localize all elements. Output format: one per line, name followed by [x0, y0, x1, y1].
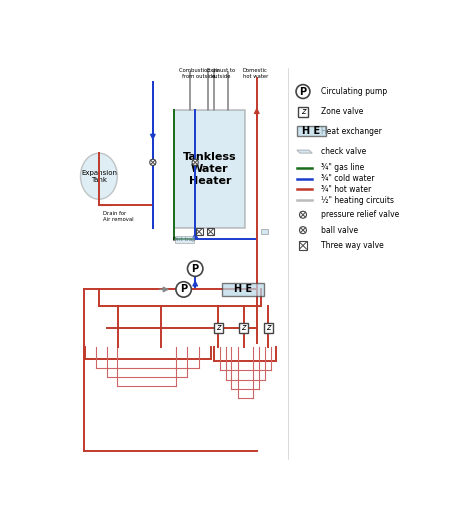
- Text: check valve: check valve: [321, 147, 366, 156]
- Polygon shape: [297, 150, 312, 153]
- Circle shape: [296, 85, 310, 99]
- Bar: [174, 110, 245, 228]
- Bar: [207, 228, 214, 235]
- Text: Domestic
hot water: Domestic hot water: [243, 69, 268, 79]
- Circle shape: [300, 227, 307, 234]
- Bar: [298, 106, 308, 117]
- Ellipse shape: [81, 153, 118, 199]
- Text: P: P: [300, 87, 307, 97]
- Text: Dirt trap: Dirt trap: [173, 237, 196, 242]
- Polygon shape: [261, 229, 268, 234]
- Text: H E: H E: [234, 284, 252, 294]
- Bar: [299, 241, 307, 250]
- Text: Drain for
Air removal: Drain for Air removal: [103, 211, 133, 222]
- Text: z: z: [266, 323, 271, 333]
- Text: ¾" hot water: ¾" hot water: [321, 185, 371, 194]
- Bar: [222, 283, 264, 296]
- Text: ¾" gas line: ¾" gas line: [321, 163, 364, 172]
- Text: ¾" cold water: ¾" cold water: [321, 174, 374, 183]
- Circle shape: [176, 282, 191, 297]
- Text: ball valve: ball valve: [321, 226, 358, 235]
- Text: Heat exchanger: Heat exchanger: [321, 127, 382, 136]
- Text: Expansion
Tank: Expansion Tank: [81, 170, 117, 183]
- Text: P: P: [191, 264, 199, 274]
- Text: ½" heating circuits: ½" heating circuits: [321, 196, 394, 204]
- Text: P: P: [180, 284, 187, 294]
- Circle shape: [188, 261, 203, 276]
- Bar: [214, 323, 223, 333]
- Circle shape: [150, 159, 156, 166]
- Text: Tankless
Water
Heater: Tankless Water Heater: [183, 152, 237, 185]
- Circle shape: [192, 159, 198, 166]
- Text: Exhaust to
outside: Exhaust to outside: [207, 69, 236, 79]
- Bar: [196, 228, 202, 235]
- Text: z: z: [242, 323, 246, 333]
- Text: Combustion air
from outside: Combustion air from outside: [179, 69, 219, 79]
- Text: H E: H E: [302, 126, 320, 136]
- Text: z: z: [216, 323, 220, 333]
- Bar: [239, 323, 248, 333]
- Text: z: z: [301, 107, 305, 116]
- Text: Three way valve: Three way valve: [321, 241, 383, 250]
- Text: Zone valve: Zone valve: [321, 107, 363, 116]
- Bar: [264, 323, 273, 333]
- Text: Circulating pump: Circulating pump: [321, 87, 387, 96]
- Text: pressure relief valve: pressure relief valve: [321, 210, 399, 219]
- Bar: [175, 236, 194, 243]
- Bar: [297, 126, 326, 136]
- Circle shape: [300, 211, 307, 218]
